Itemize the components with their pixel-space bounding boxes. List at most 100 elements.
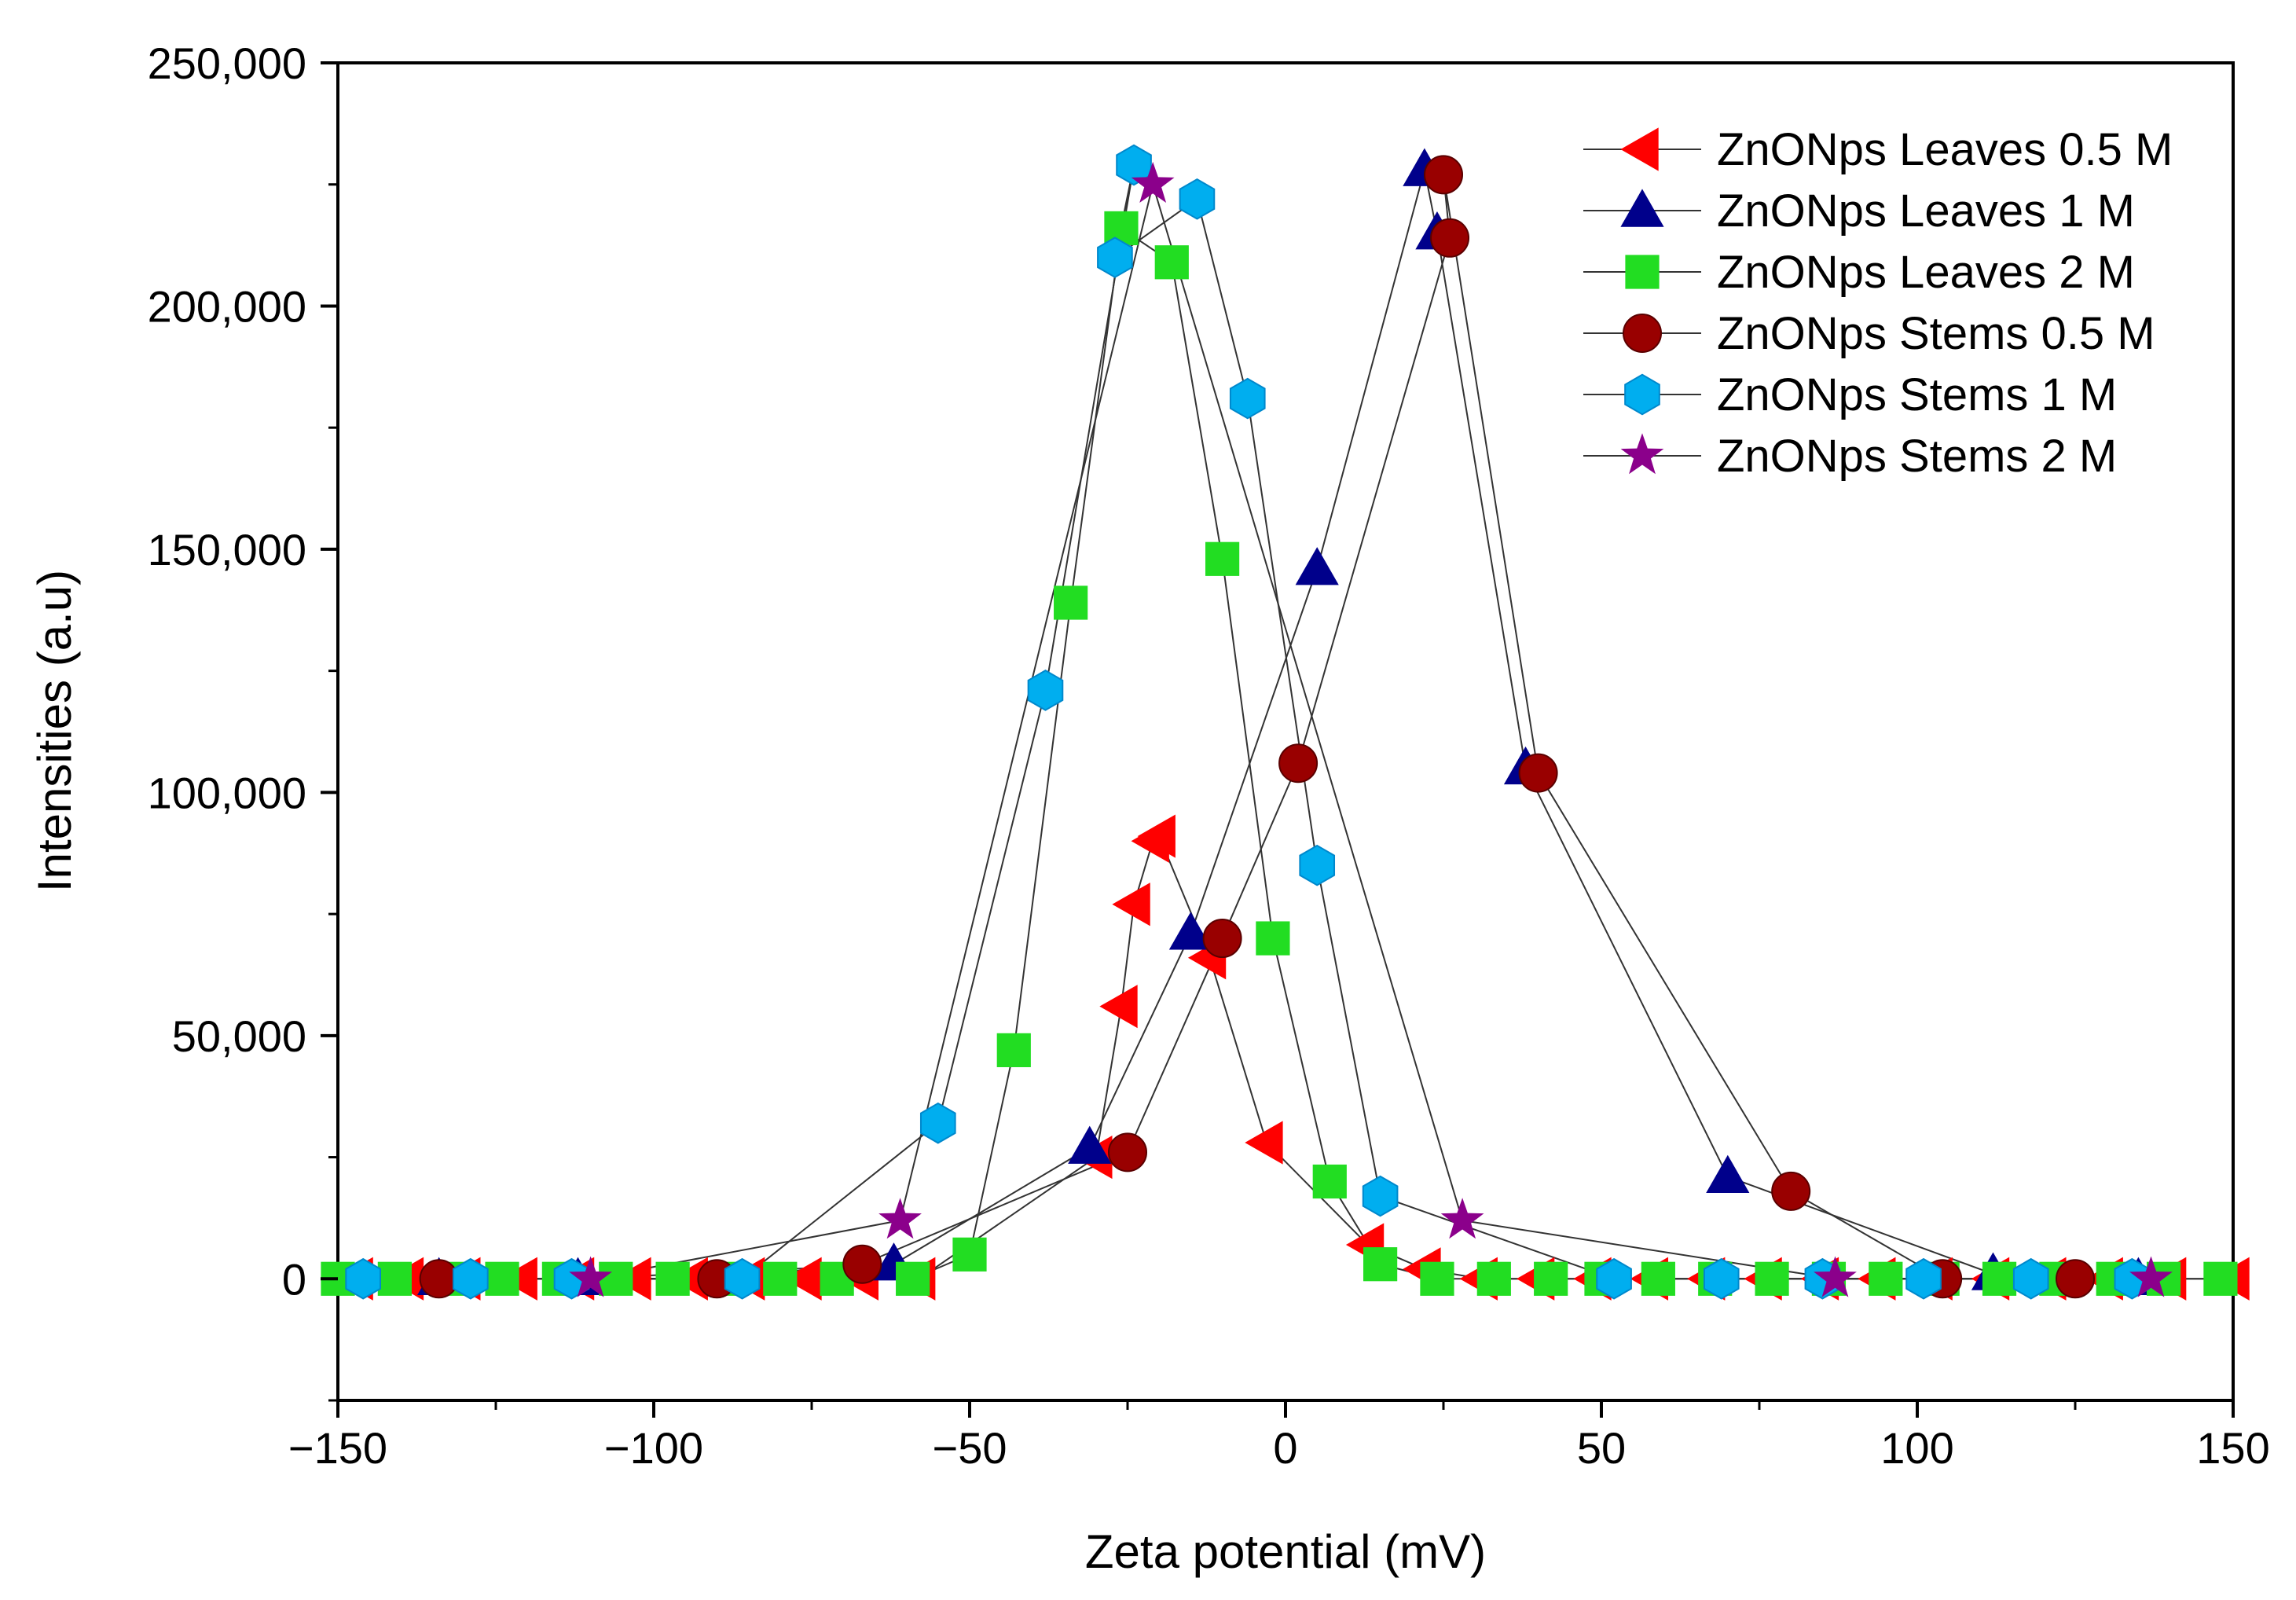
data-point	[919, 1102, 956, 1144]
data-point	[1424, 155, 1463, 195]
x-axis-title: Zeta potential (mV)	[1085, 1525, 1486, 1578]
data-point	[1245, 1121, 1283, 1165]
data-point	[1869, 1261, 1903, 1296]
legend-marker	[1625, 255, 1660, 289]
data-point	[1068, 1125, 1112, 1164]
legend-label: ZnONps Leaves 1 M	[1717, 185, 2135, 237]
data-point	[419, 1259, 459, 1299]
legend-item: ZnONps Stems 1 M	[1583, 369, 2117, 420]
data-point	[1027, 670, 1064, 711]
data-point	[1295, 547, 1339, 585]
legend-item: ZnONps Stems 2 M	[1583, 431, 2117, 482]
data-point	[1362, 1175, 1399, 1217]
series-markers-5	[569, 161, 2173, 1297]
legend: ZnONps Leaves 0.5 M ZnONps Leaves 1 M ZnON…	[1583, 124, 2173, 482]
data-point	[1814, 1256, 1857, 1297]
legend-marker	[1624, 373, 1660, 416]
data-point	[1534, 1261, 1568, 1296]
y-axis-title: Intensities (a.u)	[28, 570, 81, 892]
legend-marker	[1623, 314, 1662, 353]
x-tick-label: 0	[1273, 1423, 1297, 1473]
data-point	[1312, 1164, 1347, 1199]
data-point	[1476, 1261, 1511, 1296]
x-tick-label: −50	[933, 1423, 1007, 1473]
legend-label: ZnONps Leaves 2 M	[1717, 247, 2135, 298]
data-point	[1641, 1261, 1675, 1296]
legend-marker	[1620, 189, 1664, 227]
legend-marker	[1620, 127, 1659, 171]
plot-area	[321, 144, 2250, 1301]
data-point	[1440, 1198, 1484, 1239]
data-point	[1771, 1171, 1811, 1211]
data-point	[485, 1261, 519, 1296]
data-point	[1179, 178, 1216, 220]
data-point	[1154, 245, 1189, 280]
y-tick-label: 250,000	[148, 39, 306, 88]
data-point	[1706, 1154, 1750, 1194]
data-point	[878, 1198, 922, 1239]
legend-label: ZnONps Stems 2 M	[1717, 431, 2117, 482]
data-point	[1596, 1257, 1632, 1300]
series-markers-0	[335, 814, 2250, 1301]
x-tick-label: −150	[288, 1423, 387, 1473]
data-point	[842, 1244, 882, 1284]
y-tick-label: 100,000	[148, 768, 306, 817]
data-point	[783, 1257, 822, 1301]
legend-item: ZnONps Leaves 1 M	[1583, 185, 2135, 237]
y-tick-label: 50,000	[172, 1011, 306, 1061]
y-tick-label: 0	[282, 1254, 306, 1304]
axes: −150 −100 −50 0 50 100 150 0 50,000 100,000 150,00…	[148, 39, 2270, 1473]
data-point	[724, 1257, 761, 1300]
data-point	[1112, 883, 1150, 927]
data-point	[1202, 919, 1242, 959]
y-tick-label: 150,000	[148, 525, 306, 574]
data-point	[2056, 1259, 2095, 1299]
data-point	[345, 1257, 381, 1300]
x-tick-label: 50	[1577, 1423, 1626, 1473]
data-point	[1097, 237, 1133, 278]
data-point	[599, 1261, 633, 1296]
data-point	[377, 1261, 412, 1296]
data-point	[996, 1033, 1031, 1067]
x-tick-label: 150	[2196, 1423, 2269, 1473]
legend-item: ZnONps Stems 0.5 M	[1583, 308, 2155, 359]
legend-item: ZnONps Leaves 0.5 M	[1583, 124, 2173, 175]
x-tick-label: −100	[604, 1423, 703, 1473]
data-point	[2012, 1257, 2049, 1300]
data-point	[1168, 912, 1212, 950]
data-point	[1703, 1257, 1740, 1300]
legend-label: ZnONps Leaves 0.5 M	[1717, 124, 2173, 175]
data-point	[1299, 844, 1336, 886]
series-0	[357, 835, 2233, 1280]
data-point	[952, 1237, 987, 1272]
data-point	[2129, 1256, 2173, 1297]
series-markers-3	[419, 155, 2095, 1299]
data-point	[453, 1257, 489, 1300]
data-point	[1420, 1261, 1454, 1296]
data-point	[1137, 814, 1176, 858]
data-point	[1982, 1261, 2017, 1296]
data-point	[1131, 161, 1175, 204]
legend-label: ZnONps Stems 1 M	[1717, 369, 2117, 420]
data-point	[1205, 541, 1240, 576]
data-point	[1116, 144, 1152, 186]
data-point	[655, 1261, 690, 1296]
data-point	[1256, 921, 1290, 956]
data-point	[1229, 377, 1266, 420]
data-point	[569, 1256, 612, 1297]
data-point	[1278, 743, 1319, 783]
data-point	[1518, 753, 1558, 793]
data-point	[1099, 985, 1138, 1029]
legend-item: ZnONps Leaves 2 M	[1583, 247, 2135, 298]
data-point	[1108, 1132, 1147, 1172]
data-point	[1363, 1247, 1398, 1282]
data-point	[1905, 1257, 1942, 1300]
legend-label: ZnONps Stems 0.5 M	[1717, 308, 2155, 359]
series-line	[357, 835, 2233, 1280]
data-point	[896, 1261, 930, 1296]
data-point	[1104, 211, 1139, 246]
data-point	[1430, 218, 1470, 258]
data-point	[2203, 1261, 2238, 1296]
legend-marker	[1620, 433, 1664, 475]
